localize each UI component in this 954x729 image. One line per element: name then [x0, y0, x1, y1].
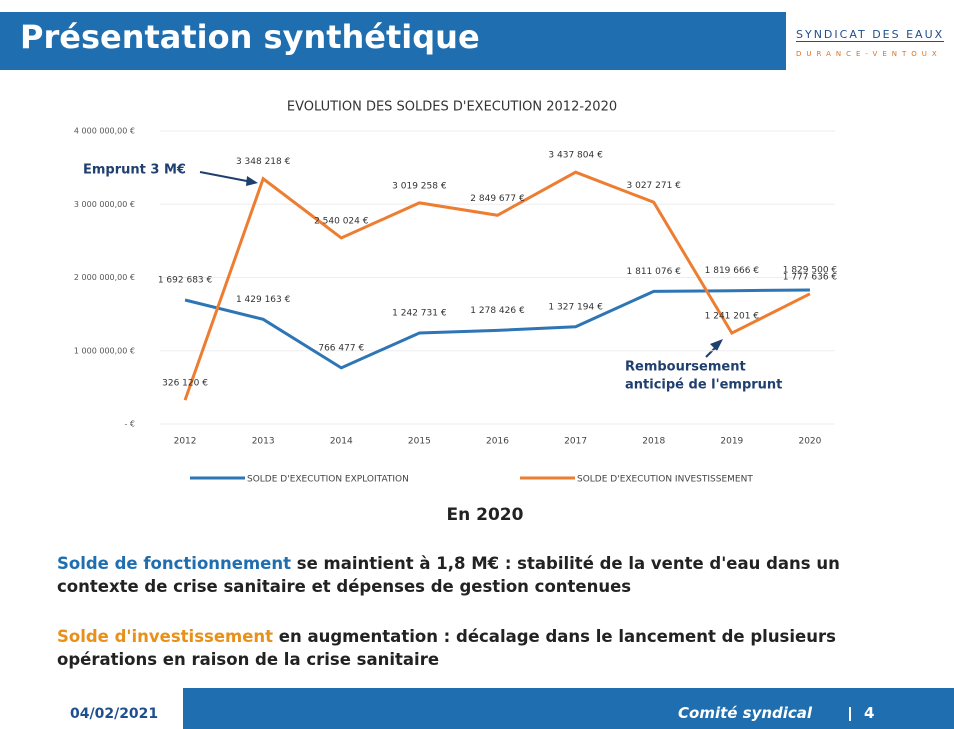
- slide-title: Présentation synthétique: [20, 18, 480, 56]
- legend-label: SOLDE D'EXECUTION EXPLOITATION: [247, 475, 409, 485]
- highlight: Solde d'investissement: [57, 627, 274, 646]
- annotation-arrowhead: [710, 339, 723, 351]
- data-label: 766 477 €: [318, 343, 364, 353]
- header-bar: [0, 12, 786, 70]
- footer-bar: [183, 688, 954, 729]
- y-tick-label: 4 000 000,00 €: [74, 127, 135, 136]
- data-label: 1 241 201 €: [705, 312, 760, 322]
- data-label: 2 540 024 €: [314, 216, 369, 226]
- x-tick-label: 2017: [564, 437, 587, 447]
- data-label: 1 692 683 €: [158, 276, 213, 286]
- text: se maintient à 1,8 M€ : stabilité de la …: [57, 554, 840, 596]
- logo-top: SYNDICAT DES EAUX: [796, 28, 945, 42]
- y-tick-label: 2 000 000,00 €: [74, 273, 135, 282]
- paragraph: Solde d'investissement en augmentation :…: [57, 625, 887, 671]
- data-label: 1 327 194 €: [548, 302, 603, 312]
- text: en augmentation : décalage dans le lance…: [57, 627, 836, 669]
- data-label: 1 811 076 €: [627, 267, 682, 277]
- annotation-arrowhead: [246, 176, 258, 186]
- data-label: 1 819 666 €: [705, 266, 760, 276]
- data-label: 1 777 636 €: [783, 272, 838, 282]
- body-heading: En 2020: [446, 505, 524, 525]
- y-tick-label: - €: [124, 420, 135, 429]
- data-label: 3 019 258 €: [392, 181, 447, 191]
- data-label: 1 278 426 €: [470, 306, 525, 316]
- x-tick-label: 2013: [252, 437, 275, 447]
- x-tick-label: 2015: [408, 437, 431, 447]
- data-label: 1 242 731 €: [392, 308, 447, 318]
- x-tick-label: 2020: [798, 437, 821, 447]
- data-label: 1 829 500 €: [783, 265, 838, 275]
- data-label: 3 437 804 €: [548, 151, 603, 161]
- data-label: 2 849 677 €: [470, 194, 525, 204]
- data-label: 3 348 218 €: [236, 157, 291, 167]
- paragraph: Solde de fonctionnement se maintient à 1…: [57, 552, 887, 598]
- logo-bottom: DURANCE-VENTOUX: [796, 50, 942, 58]
- footer-date: 04/02/2021: [70, 706, 159, 722]
- data-label: 326 120 €: [162, 379, 208, 389]
- y-tick-label: 3 000 000,00 €: [74, 200, 135, 209]
- page-number: 4: [864, 704, 875, 722]
- legend-label: SOLDE D'EXECUTION INVESTISSEMENT: [577, 475, 753, 485]
- annotation: anticipé de l'emprunt: [625, 378, 782, 393]
- annotation-arrow: [199, 171, 253, 183]
- annotation: Remboursement: [625, 360, 746, 375]
- y-tick-label: 1 000 000,00 €: [74, 346, 135, 355]
- chart-title: EVOLUTION DES SOLDES D'EXECUTION 2012-20…: [287, 100, 617, 115]
- data-label: 1 429 163 €: [236, 295, 291, 305]
- data-label: 3 027 271 €: [627, 181, 682, 191]
- footer-separator: [849, 707, 851, 721]
- chart: EVOLUTION DES SOLDES D'EXECUTION 2012-20…: [74, 100, 838, 485]
- footer-label: Comité syndical: [678, 704, 813, 722]
- x-tick-label: 2019: [720, 437, 743, 447]
- series-line: [183, 170, 811, 401]
- x-tick-label: 2012: [174, 437, 197, 447]
- x-tick-label: 2014: [330, 437, 353, 447]
- highlight: Solde de fonctionnement: [57, 554, 291, 573]
- x-tick-label: 2016: [486, 437, 509, 447]
- annotation: Emprunt 3 M€: [83, 163, 186, 178]
- x-tick-label: 2018: [642, 437, 665, 447]
